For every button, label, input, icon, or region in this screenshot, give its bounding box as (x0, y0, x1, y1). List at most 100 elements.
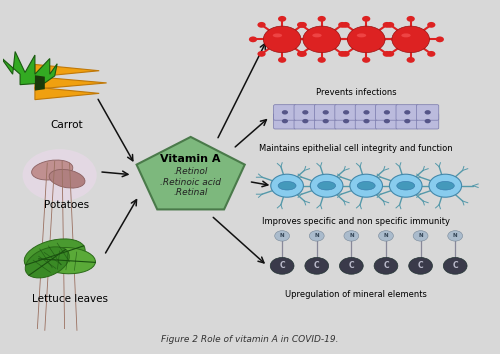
Circle shape (322, 110, 329, 115)
Circle shape (297, 22, 305, 28)
Circle shape (342, 22, 349, 28)
Text: Potatoes: Potatoes (44, 200, 90, 210)
Text: .Retinoic acid: .Retinoic acid (160, 178, 221, 187)
Circle shape (364, 110, 370, 115)
Text: C: C (314, 261, 320, 270)
Circle shape (408, 257, 432, 274)
Text: N: N (418, 233, 423, 238)
Circle shape (392, 26, 430, 53)
Circle shape (406, 57, 415, 63)
Circle shape (343, 119, 349, 123)
Circle shape (249, 36, 257, 42)
Ellipse shape (25, 247, 70, 278)
Circle shape (378, 36, 386, 42)
Circle shape (303, 26, 341, 53)
Circle shape (338, 22, 346, 28)
Text: Prevents infections: Prevents infections (316, 88, 396, 97)
Circle shape (343, 110, 349, 115)
Circle shape (278, 16, 286, 22)
Text: Vitamin A: Vitamin A (160, 154, 221, 164)
FancyBboxPatch shape (355, 105, 378, 120)
Polygon shape (0, 52, 57, 85)
Polygon shape (35, 75, 45, 91)
Circle shape (297, 51, 305, 57)
Ellipse shape (24, 239, 85, 272)
Circle shape (282, 119, 288, 123)
Circle shape (342, 51, 349, 57)
Circle shape (264, 26, 301, 53)
Circle shape (288, 36, 296, 42)
FancyBboxPatch shape (274, 114, 296, 129)
Circle shape (386, 51, 394, 57)
Circle shape (382, 51, 391, 57)
Circle shape (350, 174, 382, 197)
Circle shape (271, 174, 304, 197)
Polygon shape (35, 87, 99, 99)
Circle shape (318, 57, 326, 63)
Circle shape (362, 16, 370, 22)
Ellipse shape (357, 33, 366, 38)
Circle shape (391, 36, 400, 42)
Text: Figure 2 Role of vitamin A in COVID-19.: Figure 2 Role of vitamin A in COVID-19. (161, 335, 339, 344)
Text: C: C (348, 261, 354, 270)
Circle shape (374, 257, 398, 274)
Circle shape (427, 51, 436, 57)
Text: .Retinal: .Retinal (174, 188, 208, 197)
Circle shape (444, 257, 467, 274)
FancyBboxPatch shape (376, 114, 398, 129)
Circle shape (424, 119, 431, 123)
Circle shape (333, 36, 341, 42)
Text: .Retinol: .Retinol (174, 167, 208, 176)
Circle shape (427, 22, 436, 28)
FancyBboxPatch shape (416, 114, 439, 129)
FancyBboxPatch shape (314, 114, 337, 129)
Circle shape (436, 36, 444, 42)
Circle shape (22, 149, 97, 201)
Circle shape (362, 57, 370, 63)
Circle shape (448, 231, 462, 241)
Circle shape (310, 174, 343, 197)
Circle shape (364, 119, 370, 123)
FancyBboxPatch shape (335, 105, 357, 120)
FancyBboxPatch shape (335, 114, 357, 129)
Circle shape (338, 51, 346, 57)
Circle shape (404, 110, 410, 115)
Circle shape (384, 110, 390, 115)
Text: Lettuce leaves: Lettuce leaves (32, 294, 108, 304)
Text: Improves specific and non specific immunity: Improves specific and non specific immun… (262, 217, 450, 226)
Circle shape (318, 16, 326, 22)
FancyBboxPatch shape (396, 114, 418, 129)
Text: Maintains epithelial cell integrity and function: Maintains epithelial cell integrity and … (260, 144, 453, 153)
Circle shape (406, 16, 415, 22)
Circle shape (322, 119, 329, 123)
Circle shape (258, 51, 266, 57)
Circle shape (305, 257, 328, 274)
Ellipse shape (436, 181, 454, 190)
Polygon shape (35, 77, 106, 89)
Circle shape (424, 110, 431, 115)
Circle shape (340, 257, 363, 274)
Circle shape (298, 22, 307, 28)
FancyBboxPatch shape (314, 105, 337, 120)
Circle shape (382, 22, 391, 28)
Text: N: N (280, 233, 284, 238)
Text: Carrot: Carrot (50, 120, 84, 130)
Circle shape (384, 119, 390, 123)
Ellipse shape (32, 160, 73, 180)
Circle shape (282, 110, 288, 115)
FancyBboxPatch shape (294, 114, 316, 129)
Ellipse shape (38, 247, 96, 274)
Ellipse shape (278, 181, 296, 190)
Circle shape (413, 231, 428, 241)
Circle shape (278, 57, 286, 63)
Ellipse shape (312, 33, 322, 38)
Circle shape (258, 22, 266, 28)
Circle shape (390, 174, 422, 197)
Polygon shape (136, 137, 244, 210)
Circle shape (346, 36, 355, 42)
Circle shape (307, 36, 316, 42)
Circle shape (386, 22, 394, 28)
Text: N: N (384, 233, 388, 238)
Circle shape (302, 110, 308, 115)
Circle shape (344, 231, 359, 241)
